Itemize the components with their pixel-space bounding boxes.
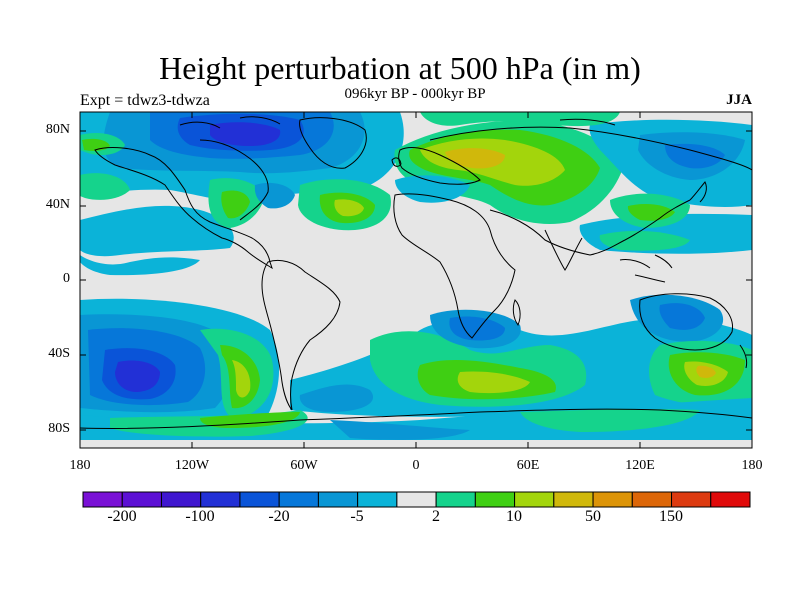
season-label: JJA: [726, 92, 752, 108]
lon-tick-label: 60E: [516, 458, 540, 473]
lat-tick-label: 40S: [48, 346, 70, 361]
southeast-asia-islands: [619, 254, 673, 283]
australia-positive-max: [696, 365, 716, 378]
west-pacific-positive-cell: [80, 173, 130, 200]
colorbar-swatch: [592, 491, 633, 508]
lon-tick-label: 0: [412, 458, 420, 473]
north-america-negative-pocket: [254, 182, 295, 209]
axis-ticks: [80, 112, 752, 448]
lat-tick-label: 80S: [48, 421, 70, 436]
figure-title: Height perturbation at 500 hPa (in m): [159, 50, 641, 86]
europe-coast: [398, 147, 481, 185]
india-coast: [544, 229, 583, 271]
colorbar-label: -100: [185, 508, 215, 525]
east-asia-positive-core: [627, 204, 675, 221]
colorbar-label: 10: [506, 508, 522, 525]
lon-tick-label: 180: [69, 458, 91, 473]
north-america-positive-core: [221, 190, 250, 219]
colorbar-swatch: [200, 491, 241, 508]
south-pacific-positive-peak: [232, 360, 251, 398]
colorbar-swatch: [631, 491, 673, 508]
arctic-polar-positive-cap: [420, 112, 620, 127]
north-pacific-positive-west: [599, 230, 690, 251]
coastlines: [80, 116, 752, 429]
south-atlantic-low: [299, 384, 374, 412]
south-pacific-negative-deepest: [115, 360, 160, 392]
colorbar-swatch: [160, 491, 202, 508]
colorbar-swatch: [396, 491, 437, 508]
africa-coast: [393, 193, 516, 339]
tropical-atlantic-negative: [80, 255, 200, 276]
north-atlantic-positive-peak: [334, 199, 364, 217]
asia-south-coast: [489, 199, 691, 256]
colorbar-swatch: [671, 491, 712, 508]
north-america-east-coast: [199, 139, 269, 221]
eurasia-positive-peak: [445, 148, 505, 169]
contour-fields: [80, 112, 752, 448]
colorbar-swatch: [239, 491, 280, 508]
lon-tick-label: 120E: [625, 458, 655, 473]
colorbar: [82, 491, 751, 508]
siberia-negative-deep: [665, 143, 725, 169]
colorbar-swatch: [357, 491, 398, 508]
colorbar-swatch: [710, 491, 751, 508]
experiment-label: Expt = tdwz3-tdwza: [80, 92, 210, 109]
south-america-coast: [261, 259, 341, 411]
colorbar-swatch: [553, 491, 594, 508]
arctic-islands: [179, 116, 616, 129]
antarctic-positive-east: [520, 409, 700, 432]
lon-tick-label: 180: [741, 458, 763, 473]
japan-coast: [689, 181, 707, 203]
colorbar-swatch: [82, 491, 123, 508]
arctic-negative-deepest: [210, 122, 281, 146]
north-pacific-negative-band: [80, 205, 234, 257]
lon-tick-label: 120W: [174, 458, 210, 473]
madagascar-coast: [512, 299, 521, 327]
colorbar-swatch: [435, 491, 476, 508]
lat-tick-label: 0: [63, 271, 70, 286]
colorbar-swatch: [317, 491, 359, 508]
antarctic-low-sector: [330, 420, 470, 440]
australia-low-core: [659, 303, 705, 330]
southwest-indian-low-core: [449, 316, 505, 341]
colorbar-label: 150: [659, 508, 683, 525]
colorbar-swatch: [474, 491, 516, 508]
antarctica-coast: [80, 408, 752, 429]
colorbar-label: 50: [585, 508, 601, 525]
new-zealand-coast: [739, 344, 748, 369]
north-america-coast: [94, 147, 273, 270]
colorbar-swatch: [514, 491, 555, 508]
uk-coast: [391, 157, 402, 167]
antarctic-positive-west-core: [200, 412, 300, 428]
colorbar-swatch: [121, 491, 162, 508]
south-indian-positive-peak: [457, 371, 530, 394]
colorbar-label: -20: [268, 508, 290, 525]
lat-tick-label: 40N: [45, 197, 70, 212]
greenland-coast: [299, 117, 367, 169]
lon-tick-label: 60W: [290, 458, 318, 473]
lat-tick-label: 80N: [45, 122, 70, 137]
mid-atlantic-negative: [395, 175, 470, 203]
eurasia-north-coast: [429, 126, 752, 171]
colorbar-label: -5: [350, 508, 364, 525]
figure-subtitle: 096kyr BP - 000kyr BP: [344, 86, 486, 102]
australia-coast: [639, 293, 734, 351]
colorbar-swatch: [278, 491, 319, 508]
colorbar-label: -200: [107, 508, 137, 525]
colorbar-label: 2: [432, 508, 440, 525]
